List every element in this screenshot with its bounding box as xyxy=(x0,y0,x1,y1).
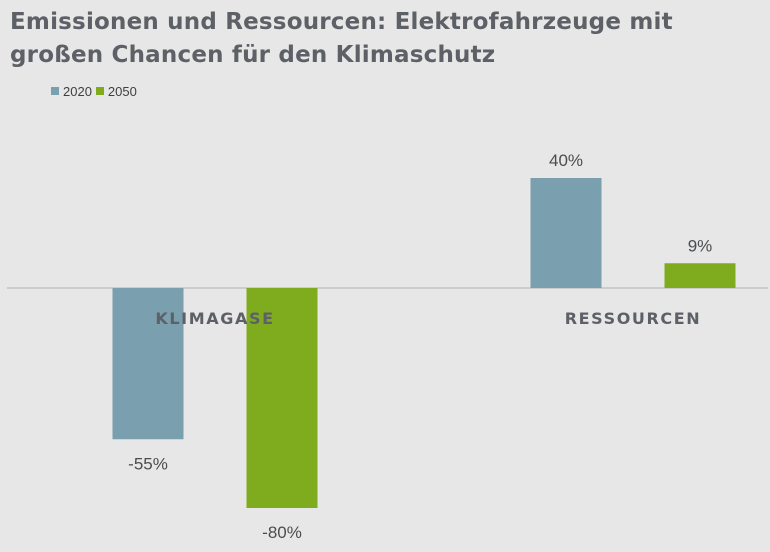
legend-swatch-2050 xyxy=(95,87,104,95)
legend-item-2020: 2020 xyxy=(51,84,92,99)
legend-label-2020: 2020 xyxy=(63,83,92,99)
category-label-klimagase: KLIMAGASE xyxy=(155,309,274,328)
chart-title: Emissionen und Ressourcen: Elektrofahrze… xyxy=(10,9,673,68)
legend-swatch-2020 xyxy=(51,87,59,95)
bar-ressourcen-2050 xyxy=(664,263,736,288)
data-label-klimagase-2050: -80% xyxy=(262,523,302,542)
bar-ressourcen-2020 xyxy=(530,178,602,288)
data-label-ressourcen-2050: 9% xyxy=(688,236,713,255)
data-label-ressourcen-2020: 40% xyxy=(549,151,583,170)
data-label-klimagase-2020: -55% xyxy=(128,454,168,473)
bar-klimagase-2050 xyxy=(246,288,318,508)
legend: 2020 2050 xyxy=(51,83,141,99)
legend-item-2050: 2050 xyxy=(95,83,137,99)
category-label-ressourcen: RESSOURCEN xyxy=(565,309,702,328)
legend-label-2050: 2050 xyxy=(107,83,137,99)
bar-klimagase-2020 xyxy=(112,288,184,440)
